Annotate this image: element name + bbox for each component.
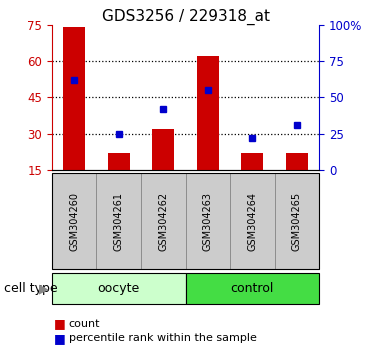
FancyBboxPatch shape bbox=[52, 173, 96, 269]
Text: cell type: cell type bbox=[4, 282, 58, 295]
Title: GDS3256 / 229318_at: GDS3256 / 229318_at bbox=[102, 8, 269, 25]
Text: ▶: ▶ bbox=[39, 282, 49, 295]
Bar bbox=[241, 153, 263, 170]
FancyBboxPatch shape bbox=[96, 173, 141, 269]
Text: control: control bbox=[231, 282, 274, 295]
FancyBboxPatch shape bbox=[141, 173, 186, 269]
Text: GSM304261: GSM304261 bbox=[114, 192, 124, 251]
Text: count: count bbox=[69, 319, 100, 329]
Text: percentile rank within the sample: percentile rank within the sample bbox=[69, 333, 256, 343]
FancyBboxPatch shape bbox=[52, 273, 186, 304]
Text: ■: ■ bbox=[54, 318, 66, 330]
Text: oocyte: oocyte bbox=[98, 282, 140, 295]
Bar bbox=[197, 56, 219, 170]
Text: GSM304264: GSM304264 bbox=[247, 192, 257, 251]
FancyBboxPatch shape bbox=[275, 173, 319, 269]
FancyBboxPatch shape bbox=[186, 173, 230, 269]
Bar bbox=[286, 153, 308, 170]
FancyBboxPatch shape bbox=[230, 173, 275, 269]
Bar bbox=[108, 153, 130, 170]
Bar bbox=[63, 27, 85, 170]
Text: GSM304263: GSM304263 bbox=[203, 192, 213, 251]
Text: GSM304260: GSM304260 bbox=[69, 192, 79, 251]
Text: GSM304265: GSM304265 bbox=[292, 192, 302, 251]
Bar bbox=[152, 129, 174, 170]
Text: ■: ■ bbox=[54, 332, 66, 344]
Text: GSM304262: GSM304262 bbox=[158, 192, 168, 251]
FancyBboxPatch shape bbox=[186, 273, 319, 304]
